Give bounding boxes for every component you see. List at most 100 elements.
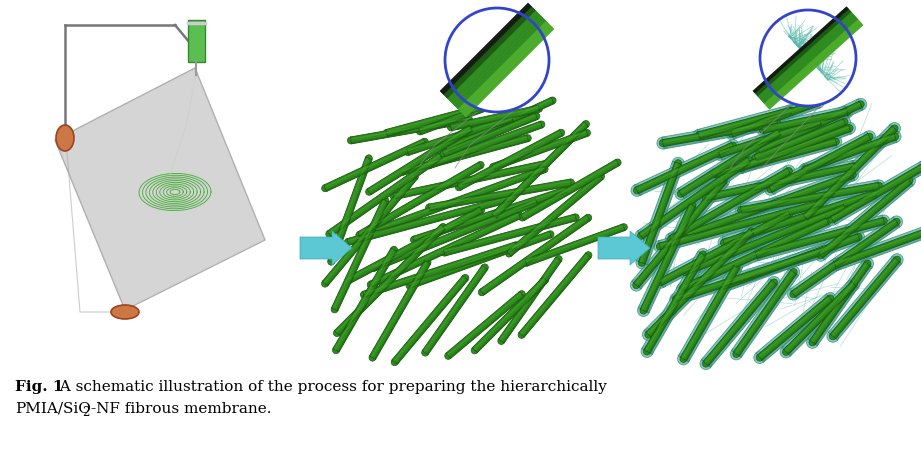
Polygon shape [740, 184, 879, 210]
Polygon shape [458, 131, 561, 187]
Circle shape [889, 122, 901, 134]
Circle shape [585, 214, 592, 221]
Circle shape [729, 142, 737, 149]
Circle shape [787, 288, 799, 300]
Polygon shape [699, 113, 792, 138]
Polygon shape [632, 177, 729, 289]
Polygon shape [519, 253, 591, 337]
Polygon shape [331, 157, 443, 237]
Polygon shape [682, 134, 781, 197]
Circle shape [328, 258, 334, 265]
Circle shape [399, 169, 406, 175]
Polygon shape [820, 179, 909, 255]
Circle shape [654, 240, 666, 252]
Circle shape [519, 291, 525, 298]
Polygon shape [830, 257, 900, 338]
Circle shape [441, 249, 448, 256]
Polygon shape [715, 144, 836, 177]
Polygon shape [510, 178, 603, 256]
Circle shape [533, 199, 540, 206]
Polygon shape [682, 219, 827, 288]
Polygon shape [720, 125, 822, 160]
Circle shape [832, 262, 838, 269]
Polygon shape [756, 124, 845, 161]
Polygon shape [326, 144, 426, 191]
Polygon shape [762, 301, 834, 362]
Text: PMIA/SiO: PMIA/SiO [15, 402, 91, 416]
Polygon shape [759, 297, 830, 357]
Circle shape [830, 333, 836, 340]
Circle shape [689, 202, 696, 209]
Polygon shape [796, 225, 900, 299]
Polygon shape [450, 107, 539, 127]
Polygon shape [675, 248, 824, 298]
Circle shape [726, 128, 738, 140]
Circle shape [841, 204, 848, 211]
Circle shape [635, 230, 647, 242]
Polygon shape [423, 265, 488, 355]
Polygon shape [670, 168, 788, 238]
Polygon shape [445, 219, 577, 256]
Polygon shape [819, 178, 912, 258]
Polygon shape [642, 205, 692, 310]
Circle shape [850, 281, 857, 288]
Circle shape [670, 293, 682, 305]
Polygon shape [684, 206, 845, 272]
Circle shape [760, 10, 856, 106]
Polygon shape [757, 224, 885, 261]
Circle shape [892, 133, 899, 140]
Circle shape [735, 162, 747, 174]
Polygon shape [804, 133, 895, 169]
Polygon shape [757, 223, 884, 258]
Text: 2: 2 [82, 406, 89, 419]
Polygon shape [351, 118, 469, 140]
Polygon shape [363, 242, 518, 298]
Polygon shape [807, 130, 897, 220]
Polygon shape [421, 100, 511, 135]
Polygon shape [705, 281, 774, 363]
Circle shape [538, 121, 545, 128]
Circle shape [753, 351, 765, 363]
Polygon shape [718, 119, 820, 154]
Circle shape [848, 278, 860, 290]
Polygon shape [782, 280, 858, 356]
Polygon shape [525, 224, 625, 266]
Polygon shape [495, 125, 589, 219]
Polygon shape [639, 162, 677, 263]
Polygon shape [755, 218, 883, 254]
Circle shape [878, 215, 890, 227]
Polygon shape [755, 120, 845, 157]
Circle shape [889, 131, 901, 143]
Polygon shape [758, 103, 860, 151]
Polygon shape [831, 163, 921, 223]
Polygon shape [635, 140, 736, 196]
Polygon shape [374, 263, 430, 359]
Polygon shape [828, 256, 902, 340]
Polygon shape [705, 163, 855, 201]
Circle shape [824, 218, 831, 225]
Circle shape [767, 186, 774, 193]
Polygon shape [758, 101, 860, 151]
Polygon shape [740, 182, 880, 213]
Circle shape [849, 171, 857, 178]
Polygon shape [644, 253, 706, 353]
Polygon shape [836, 234, 921, 270]
Polygon shape [480, 215, 590, 295]
Circle shape [645, 331, 652, 338]
Circle shape [563, 187, 569, 194]
Polygon shape [393, 276, 465, 362]
Polygon shape [635, 143, 732, 189]
Polygon shape [427, 121, 542, 169]
Polygon shape [637, 155, 752, 241]
Circle shape [746, 225, 758, 238]
Circle shape [541, 166, 548, 173]
Circle shape [535, 105, 542, 112]
Polygon shape [375, 168, 544, 230]
Polygon shape [754, 119, 845, 157]
Circle shape [730, 261, 742, 273]
Circle shape [853, 231, 865, 243]
Polygon shape [687, 173, 853, 235]
Circle shape [844, 122, 856, 134]
Circle shape [918, 161, 921, 173]
Circle shape [839, 202, 851, 214]
